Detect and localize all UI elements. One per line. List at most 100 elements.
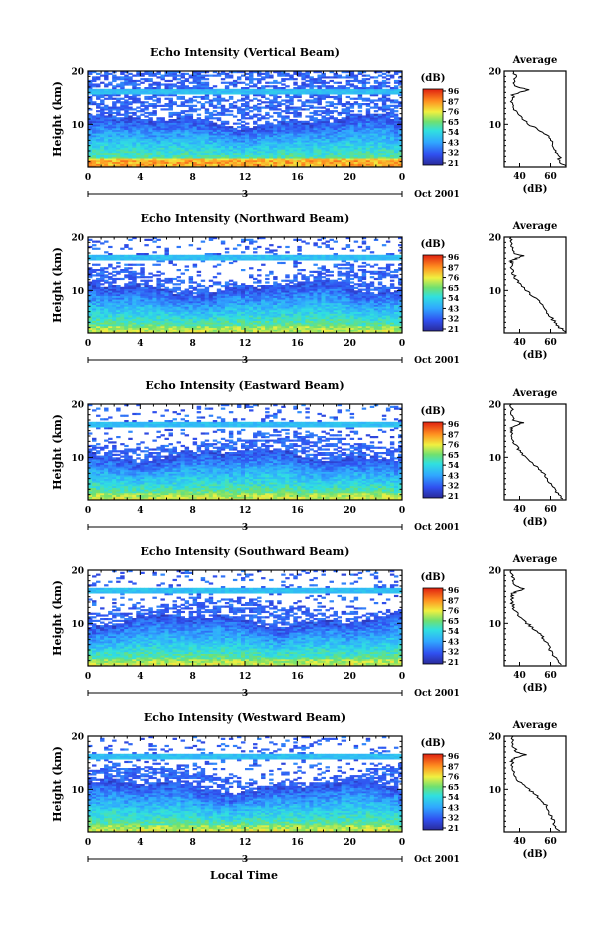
heatmap-cell (180, 103, 186, 106)
heatmap-cell (124, 142, 129, 145)
heatmap-cell (261, 126, 266, 129)
heatmap-cell (313, 127, 318, 131)
heatmap-cell (365, 99, 371, 102)
heatmap-cell (92, 263, 97, 266)
heatmap-cell (305, 147, 310, 150)
heatmap-cell (96, 104, 101, 107)
heatmap-cell (180, 161, 186, 164)
heatmap-cell (245, 154, 250, 157)
heatmap-cell (180, 131, 186, 134)
heatmap-cell (377, 83, 383, 86)
heatmap-cell (220, 140, 226, 143)
heatmap-cell (321, 156, 326, 159)
heatmap-cell (265, 140, 270, 143)
heatmap-cell (232, 127, 238, 131)
heatmap-cell (285, 101, 290, 104)
heatmap-cell (273, 97, 278, 100)
heatmap-cell (277, 72, 282, 75)
heatmap-cell (140, 143, 145, 147)
heatmap-cell (313, 159, 318, 163)
heatmap-cell (313, 149, 318, 152)
heatmap-cell (216, 106, 222, 109)
heatmap-cell (357, 158, 363, 161)
heatmap-cell (112, 270, 117, 273)
heatmap-cell (240, 113, 246, 116)
heatmap-cell (309, 115, 314, 118)
heatmap-cell (377, 129, 383, 132)
heatmap-cell (124, 129, 129, 132)
heatmap-cell (361, 151, 367, 154)
heatmap-cell (116, 78, 121, 81)
heatmap-cell (208, 120, 214, 123)
heatmap-cell (196, 108, 202, 111)
heatmap-cell (100, 122, 105, 125)
heatmap-cell (140, 133, 145, 136)
heatmap-cell (337, 131, 343, 134)
heatmap-cell (337, 161, 343, 164)
heatmap-cell (257, 94, 262, 97)
heatmap-cell (212, 142, 218, 145)
heatmap-cell (116, 110, 121, 113)
heatmap-cell (116, 111, 121, 115)
heatmap-cell (164, 161, 169, 164)
heatmap-cell (273, 111, 278, 115)
heatmap-cell (220, 92, 226, 95)
heatmap-cell (381, 88, 387, 91)
heatmap-cell (176, 161, 181, 164)
heatmap-cell (136, 94, 141, 97)
heatmap-cell (373, 106, 379, 109)
heatmap-cell (144, 159, 149, 163)
heatmap-cell (269, 106, 274, 109)
heatmap-cell (285, 165, 290, 168)
heatmap-cell (116, 92, 121, 95)
heatmap-cell (212, 124, 218, 127)
heatmap-cell (361, 133, 367, 136)
heatmap-cell (333, 119, 338, 122)
heatmap-cell (180, 110, 186, 113)
heatmap-cell (140, 81, 145, 84)
heatmap-cell (297, 135, 302, 138)
heatmap-cell (172, 111, 177, 115)
heatmap-cell (273, 124, 278, 127)
heatmap-cell (92, 152, 97, 155)
heatmap-cell (273, 154, 278, 157)
heatmap-cell (325, 111, 330, 115)
heatmap-cell (104, 161, 109, 164)
heatmap-cell (192, 140, 198, 143)
heatmap-cell (96, 78, 101, 81)
heatmap-cell (285, 131, 290, 134)
heatmap-cell (361, 129, 367, 132)
heatmap-cell (289, 154, 294, 157)
heatmap-cell (297, 133, 302, 136)
heatmap-cell (389, 161, 395, 164)
heatmap-cell (381, 145, 387, 148)
heatmap-cell (297, 88, 302, 91)
heatmap-cell (245, 158, 250, 161)
heatmap-cell (397, 104, 403, 107)
heatmap-cell (112, 120, 117, 123)
heatmap-cell (285, 152, 290, 155)
heatmap-cell (112, 135, 117, 138)
heatmap-cell (265, 159, 270, 163)
heatmap-cell (261, 149, 266, 152)
heatmap-cell (128, 124, 133, 127)
heatmap-cell (377, 147, 383, 150)
heatmap-cell (385, 81, 391, 84)
heatmap-cell (100, 111, 105, 115)
heatmap-cell (96, 72, 101, 75)
heatmap-cell (104, 143, 109, 147)
heatmap-cell (393, 122, 399, 125)
heatmap-cell (333, 163, 338, 166)
heatmap-cell (232, 158, 238, 161)
heatmap-cell (108, 161, 113, 164)
heatmap-cell (337, 165, 343, 168)
heatmap-cell (216, 92, 222, 95)
heatmap-cell (317, 81, 322, 84)
heatmap-cell (220, 72, 226, 75)
heatmap-cell (289, 90, 294, 93)
heatmap-cell (128, 97, 133, 100)
heatmap-cell (156, 142, 161, 145)
heatmap-cell (293, 110, 298, 113)
heatmap-cell (309, 129, 314, 132)
heatmap-cell (325, 120, 330, 123)
